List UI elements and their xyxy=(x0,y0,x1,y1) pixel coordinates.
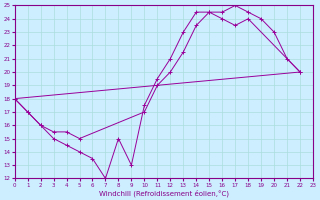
X-axis label: Windchill (Refroidissement éolien,°C): Windchill (Refroidissement éolien,°C) xyxy=(99,189,229,197)
